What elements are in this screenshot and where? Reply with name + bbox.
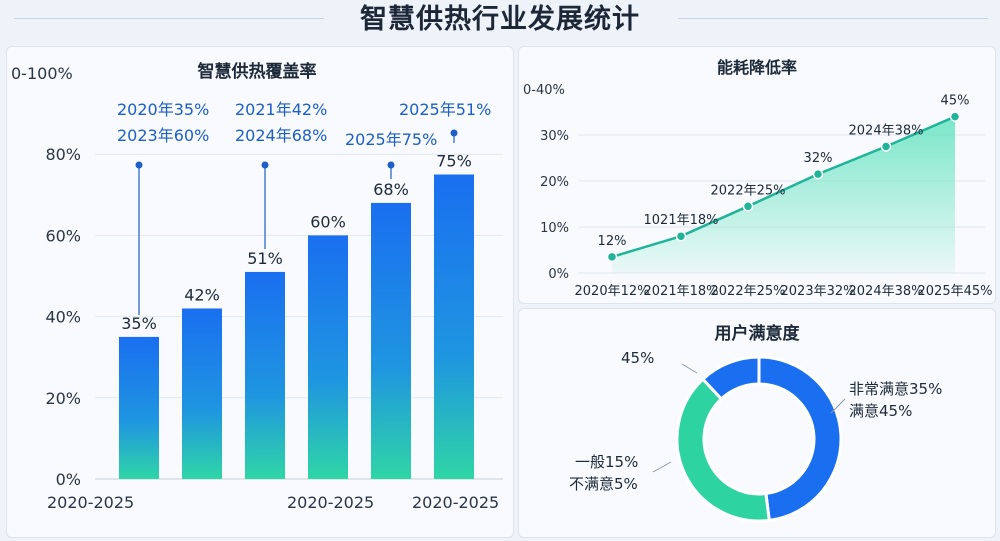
donut-label-left-1: 一般15% bbox=[575, 453, 638, 471]
title-divider-right bbox=[678, 18, 988, 19]
bar bbox=[434, 174, 474, 479]
bar bbox=[119, 336, 159, 479]
annotation-text: 2024年68% bbox=[235, 126, 327, 145]
annotation-dot bbox=[135, 161, 143, 169]
data-point bbox=[880, 141, 892, 152]
y-tick-label: 40% bbox=[45, 308, 81, 327]
point-label: 45% bbox=[941, 94, 970, 109]
coverage-panel: 智慧供热覆盖率 0-100% 0% 20% 40% 60% 80% 35% 42% 51% 6… bbox=[6, 46, 514, 538]
y-tick-label: 30% bbox=[540, 129, 569, 144]
x-tick-label: 2020年12% bbox=[575, 284, 650, 299]
x-tick-label: 2023年32% bbox=[781, 284, 856, 299]
donut-label-left-2: 不满意5% bbox=[569, 475, 638, 493]
donut-label-top: 45% bbox=[621, 349, 654, 367]
annotation-text: 2025年75% bbox=[345, 130, 437, 149]
y-tick-label: 0% bbox=[548, 267, 569, 282]
coverage-chart: 智慧供热覆盖率 0-100% 0% 20% 40% 60% 80% 35% 42% 51% 6… bbox=[11, 61, 503, 512]
donut-segment bbox=[757, 355, 843, 523]
energy-panel: 能耗降低率 0-40% 0% 10% 20% 30% 12% 1021年18% 2022年… bbox=[518, 46, 996, 304]
donut-label-right-2: 满意45% bbox=[849, 402, 912, 420]
data-point bbox=[742, 201, 754, 212]
coverage-title: 智慧供热覆盖率 bbox=[198, 61, 317, 82]
y-tick-label: 20% bbox=[540, 175, 569, 190]
point-label: 2024年38% bbox=[849, 124, 924, 139]
bar bbox=[245, 271, 285, 479]
energy-title: 能耗降低率 bbox=[717, 58, 797, 77]
annotation-text: 2023年60% bbox=[117, 126, 209, 145]
y-tick-label: 80% bbox=[45, 145, 81, 164]
bar-value-label: 51% bbox=[247, 249, 283, 268]
satisfaction-title: 用户满意度 bbox=[715, 323, 801, 344]
data-point bbox=[606, 251, 618, 263]
x-tick-label: 2024年38% bbox=[849, 284, 924, 299]
bar-value-label: 68% bbox=[373, 180, 409, 199]
data-point bbox=[812, 168, 824, 180]
annotation-text: 2025年51% bbox=[399, 100, 491, 119]
energy-area bbox=[612, 116, 955, 273]
energy-y-range: 0-40% bbox=[523, 83, 565, 98]
y-tick-label: 20% bbox=[45, 389, 81, 408]
bar bbox=[371, 202, 411, 480]
annotation-dot bbox=[261, 161, 269, 169]
annotation-dot bbox=[387, 161, 395, 169]
donut-segment bbox=[675, 377, 771, 523]
donut-segment bbox=[700, 355, 761, 402]
data-point bbox=[675, 230, 687, 242]
data-point bbox=[949, 111, 961, 122]
annotation-text: 2021年42% bbox=[235, 100, 327, 119]
y-tick-label: 60% bbox=[45, 226, 81, 245]
point-label: 2022年25% bbox=[711, 183, 786, 198]
bar-value-label: 42% bbox=[184, 285, 220, 304]
bar bbox=[308, 235, 348, 479]
bar-value-label: 35% bbox=[121, 314, 157, 333]
donut-leader-top bbox=[681, 363, 698, 374]
satisfaction-chart: 用户满意度 45% 非常满意35% 满意45% 一般15% 不满意5% bbox=[569, 323, 942, 523]
donut-label-right-1: 非常满意35% bbox=[849, 380, 942, 398]
y-tick-label: 10% bbox=[540, 221, 569, 236]
bar-value-label: 75% bbox=[436, 152, 472, 171]
x-label-2: 2020-2025 bbox=[287, 493, 374, 512]
page-title: 智慧供热行业发展统计 bbox=[360, 4, 640, 35]
energy-line bbox=[611, 115, 956, 259]
title-divider-left bbox=[14, 18, 324, 19]
coverage-y-range: 0-100% bbox=[11, 64, 73, 83]
bar-value-label: 60% bbox=[310, 212, 346, 231]
point-label: 1021年18% bbox=[644, 213, 719, 228]
x-label-3: 2020-2025 bbox=[412, 493, 499, 512]
x-tick-label: 2021年18% bbox=[644, 284, 719, 299]
annotation-text: 2020年35% bbox=[117, 100, 209, 119]
satisfaction-panel: 用户满意度 45% 非常满意35% 满意45% 一般15% 不满意5% bbox=[518, 308, 996, 538]
point-label: 32% bbox=[804, 151, 833, 166]
donut-leader-left bbox=[652, 461, 672, 473]
energy-chart: 能耗降低率 0-40% 0% 10% 20% 30% 12% 1021年18% 2022年… bbox=[523, 58, 993, 299]
annotation-dot bbox=[450, 129, 458, 137]
y-tick-label: 0% bbox=[56, 470, 81, 489]
x-tick-label: 2025年45% bbox=[918, 284, 993, 299]
point-label: 12% bbox=[598, 234, 627, 249]
x-label-1: 2020-2025 bbox=[47, 493, 134, 512]
bar bbox=[182, 308, 222, 479]
donut-leader-right bbox=[830, 398, 846, 414]
x-tick-label: 2022年25% bbox=[711, 284, 786, 299]
